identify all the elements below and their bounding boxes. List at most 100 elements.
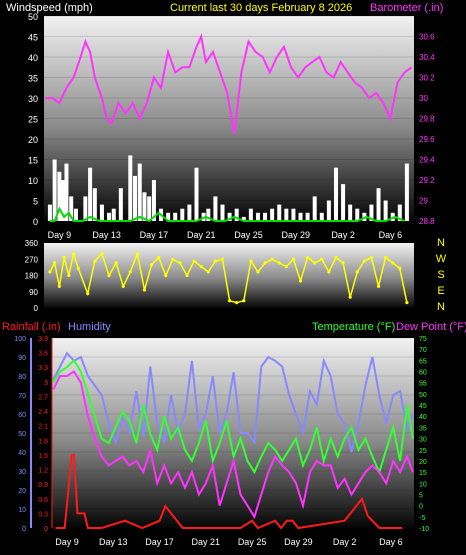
dewpoint-title: Dew Point (°F) [396, 321, 466, 333]
x-tick-label: Day 21 [192, 537, 221, 547]
x-tick-label: Day 25 [238, 537, 267, 547]
direction-point [142, 288, 147, 292]
compass-label: W [436, 253, 447, 265]
humidity-temp-marks [52, 351, 414, 530]
x-tick-label: Day 6 [379, 230, 403, 240]
rain-tick-label: 1.5 [38, 453, 48, 460]
direction-point [320, 257, 324, 261]
direction-point [121, 284, 125, 288]
direction-point [149, 263, 154, 267]
direction-point [313, 261, 317, 265]
humidity-tick-label: 30 [18, 469, 26, 476]
x-tick-label: Day 29 [284, 537, 313, 547]
direction-point [270, 257, 274, 261]
x-axis-top: Day 9 Day 13 Day 17 Day 21 Day 25 Day 29 Day 2… [48, 230, 403, 240]
direction-point [206, 270, 210, 274]
direction-point [62, 255, 66, 260]
rain-tick-label: 0.9 [38, 482, 48, 489]
temperature-tick-label: 10 [419, 481, 427, 488]
x-tick-label: Day 9 [48, 230, 72, 240]
direction-point [192, 259, 196, 263]
wind-bar [404, 163, 409, 221]
temperature-tick-label: 15 [419, 470, 427, 477]
rain-tick-label: 0.6 [38, 497, 48, 504]
direction-axis: 0 90 180 270 360 [25, 239, 39, 313]
wind-plot-area [44, 16, 414, 221]
wind-bar [173, 212, 178, 221]
rain-tick-label: 1.2 [38, 468, 48, 475]
wind-bar [383, 200, 388, 221]
wind-bar [369, 204, 374, 221]
direction-point [256, 270, 260, 274]
x-axis-bottom: Day 9 Day 13 Day 17 Day 21 Day 25 Day 29 Day 2… [55, 537, 402, 547]
humidity-tick-label: 90 [18, 355, 26, 362]
direction-point [128, 270, 132, 274]
direction-tick-label: 180 [25, 272, 39, 281]
wind-bar [128, 155, 133, 221]
wind-bar [133, 175, 138, 221]
rain-axis: 0 0.3 0.6 0.9 1.2 1.5 1.8 2.1 2.4 2.7 3 3.3 3.6 3.9 [38, 336, 48, 533]
barometer-tick-label: 30.4 [419, 53, 435, 62]
wind-bar [319, 212, 324, 221]
direction-point [391, 261, 395, 265]
wind-bar [227, 212, 232, 221]
direction-point [114, 261, 118, 265]
wind-bar [213, 196, 218, 221]
direction-point [57, 284, 61, 288]
humidity-tick-label: 0 [22, 526, 26, 533]
temperature-line [52, 358, 414, 475]
compass-label: N [437, 237, 445, 249]
barometer-tick-label: 30 [419, 94, 428, 103]
humidity-title: Humidity [68, 321, 111, 333]
temperature-tick-label: 55 [419, 381, 427, 388]
wind-bar [248, 208, 253, 221]
direction-point [327, 270, 331, 274]
temperature-tick-label: 0 [419, 504, 423, 511]
wind-bar [187, 204, 192, 221]
x-tick-label: Day 6 [379, 537, 403, 547]
rain-tick-label: 0 [44, 526, 48, 533]
barometer-tick-label: 30.2 [419, 74, 435, 83]
direction-point [334, 255, 338, 260]
direction-point [171, 257, 175, 261]
wind-bar [355, 208, 360, 221]
direction-tick-label: 0 [34, 304, 39, 313]
wind-tick-label: 40 [28, 53, 38, 63]
direction-point [107, 273, 111, 278]
direction-point [341, 261, 345, 265]
wind-bar [83, 196, 88, 221]
humidity-tick-label: 100 [14, 336, 26, 343]
direction-point [157, 255, 161, 260]
wind-bar [64, 163, 69, 221]
wind-bar [255, 212, 260, 221]
temperature-axis: -10 -5 0 5 10 15 20 25 30 35 40 45 50 55 60 65 70 75 [419, 336, 429, 533]
temperature-tick-label: 25 [419, 448, 427, 455]
direction-tick-label: 360 [25, 239, 39, 248]
direction-tick-label: 90 [29, 288, 38, 297]
wind-bar [277, 204, 282, 221]
direction-point [86, 291, 90, 296]
wind-bar [57, 171, 62, 221]
temperature-tick-label: 30 [419, 437, 427, 444]
temperature-tick-label: 20 [419, 459, 427, 466]
humidity-tick-label: 60 [18, 412, 26, 419]
rain-tick-label: 3 [44, 380, 48, 387]
direction-point [67, 273, 71, 278]
temperature-tick-label: 70 [419, 347, 427, 354]
direction-point [298, 279, 303, 283]
wind-bar [73, 208, 78, 221]
wind-bar [333, 167, 338, 221]
wind-tick-label: 15 [28, 156, 38, 166]
barometer-tick-label: 29.8 [419, 115, 435, 124]
wind-tick-label: 50 [28, 12, 38, 22]
wind-bar [111, 208, 116, 221]
wind-bar [118, 188, 123, 221]
barometer-title: Barometer (.in) [370, 2, 443, 14]
wind-bar [194, 167, 199, 221]
barometer-line [45, 33, 413, 135]
wind-bar [341, 184, 346, 221]
compass-label: S [437, 269, 444, 281]
direction-point [398, 266, 402, 270]
direction-point [213, 259, 218, 263]
x-tick-label: Day 9 [55, 537, 79, 547]
